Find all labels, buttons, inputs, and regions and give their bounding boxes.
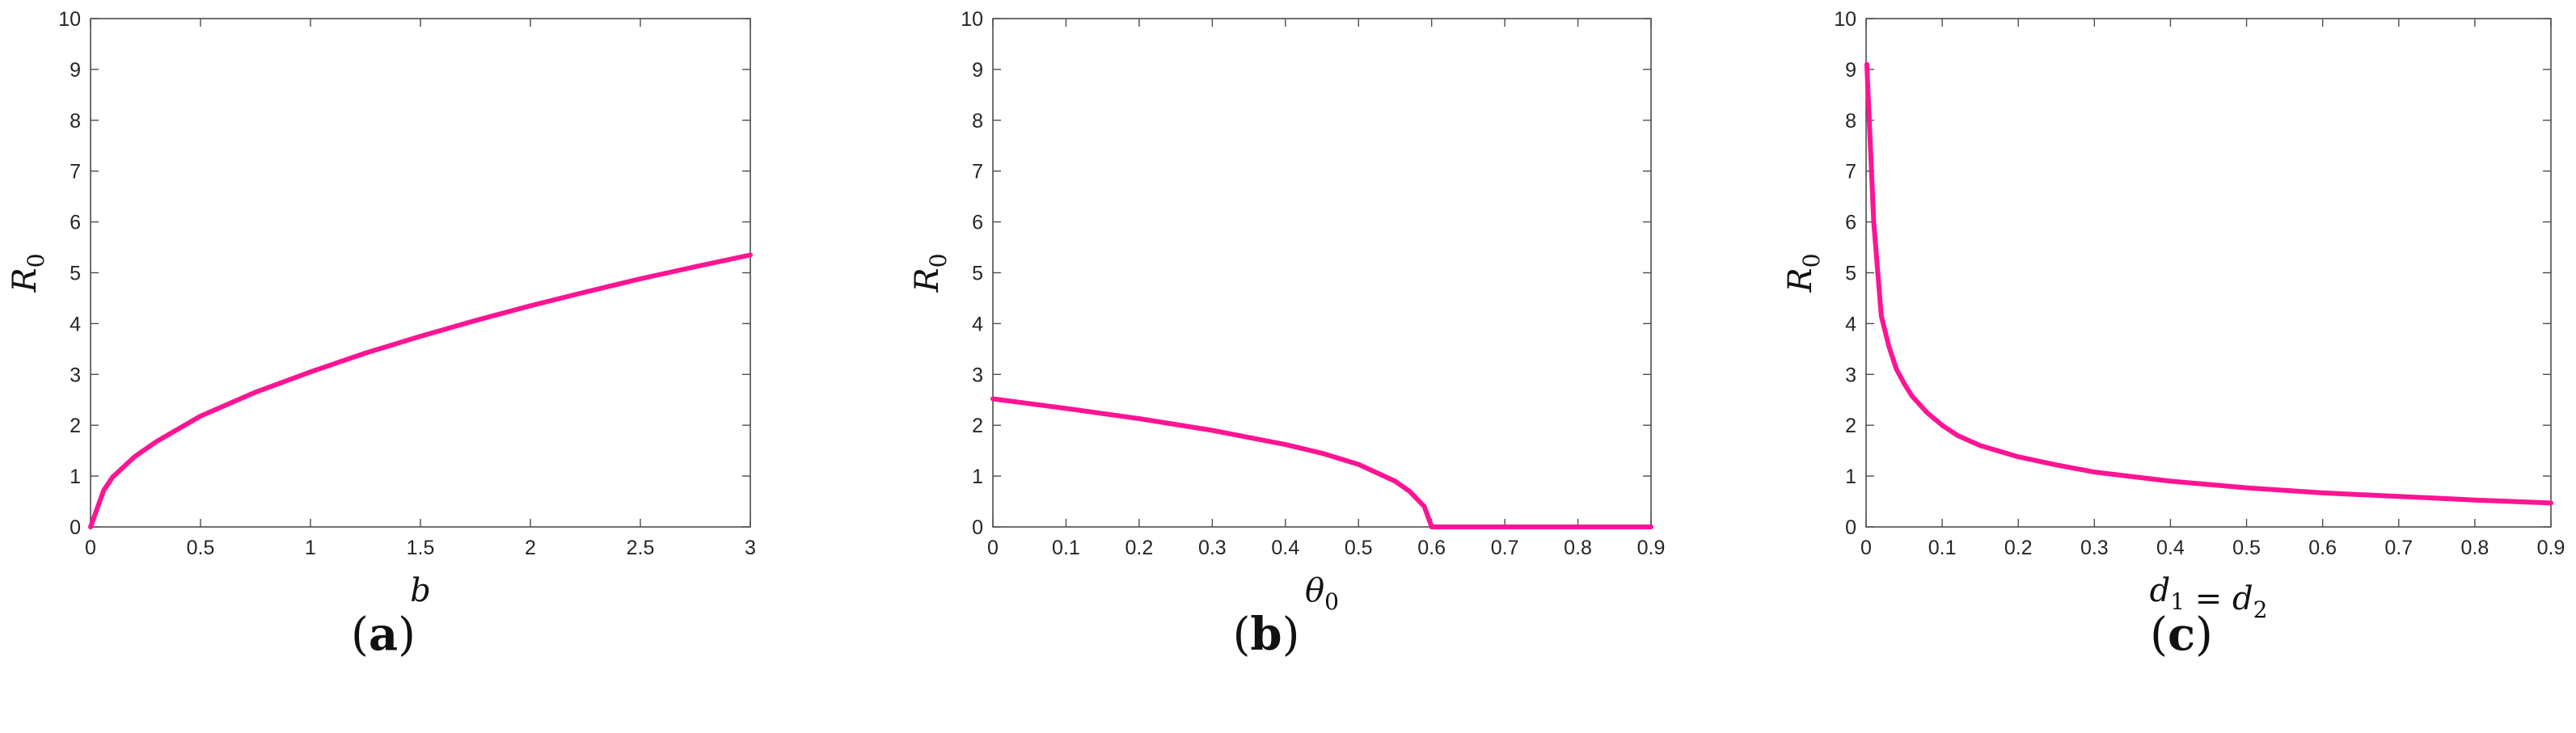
plot-frame <box>992 18 1652 528</box>
panel-a: 0 1 2 3 4 5 6 7 8 9 10 0 0.5 1 1.5 2 2.5 3 b R0 (a) <box>0 0 859 733</box>
x-tick-label: 0.7 <box>1491 537 1519 559</box>
y-tick-label: 1 <box>1845 465 1856 488</box>
panel-b: 0 1 2 3 4 5 6 7 8 9 10 0 0.1 0.2 0.3 0.4 0.5 0.6 0.7 0.8 0.9… <box>859 0 1717 733</box>
y-tick-label: 10 <box>1834 8 1856 31</box>
caption-a: (a) <box>350 608 416 661</box>
y-tick-label: 9 <box>1845 59 1856 82</box>
x-tick-label: 2 <box>525 537 536 559</box>
chart-b: 0 1 2 3 4 5 6 7 8 9 10 0 0.1 0.2 0.3 0.4 0.5 0.6 0.7 0.8 0.9… <box>909 8 1666 615</box>
series-line <box>88 252 753 529</box>
y-tick-label: 2 <box>70 415 81 437</box>
x-tick-label: 0.6 <box>2308 537 2337 559</box>
x-axis-label: θ0 <box>1305 572 1339 615</box>
x-tick-label: 0.9 <box>2537 537 2565 559</box>
x-tick-label: 0.5 <box>1345 537 1373 559</box>
x-tick-label: 0 <box>987 537 999 559</box>
y-axis-label: R0 <box>1782 254 1825 293</box>
x-axis-label: b <box>410 572 431 609</box>
y-tick-label: 2 <box>972 415 983 437</box>
y-tick-label: 6 <box>1845 212 1856 234</box>
y-tick-label: 8 <box>1845 110 1856 133</box>
x-tick-label: 0.4 <box>2156 537 2185 559</box>
y-tick-label: 5 <box>972 263 983 285</box>
x-tick-label: 0.1 <box>1928 537 1957 559</box>
x-tick-label: 1.5 <box>407 537 435 559</box>
y-tick-label: 0 <box>1845 516 1856 539</box>
x-tick-label: 0 <box>1860 537 1872 559</box>
y-tick-label: 8 <box>70 110 81 133</box>
series-line <box>1864 61 2553 506</box>
caption-letter: a <box>368 608 399 661</box>
x-tick-label: 2.5 <box>627 537 655 559</box>
y-tick-label: 0 <box>70 516 81 539</box>
y-tick-label: 0 <box>972 516 983 539</box>
x-tick-label: 0.3 <box>2080 537 2109 559</box>
y-tick-label: 4 <box>972 313 983 335</box>
y-tick-label: 7 <box>972 161 983 183</box>
y-tick-label: 3 <box>1845 364 1856 386</box>
plot-frame <box>90 18 751 528</box>
y-axis-label: R0 <box>909 254 952 293</box>
x-tick-label: 0.9 <box>1637 537 1666 559</box>
caption-letter: c <box>2167 608 2196 661</box>
caption-c: (c) <box>2150 608 2213 661</box>
y-tick-label: 10 <box>58 8 81 31</box>
x-tick-label: 0.2 <box>2004 537 2033 559</box>
y-tick-label: 4 <box>70 313 81 335</box>
y-tick-label: 7 <box>70 161 81 183</box>
y-tick-label: 1 <box>972 465 983 488</box>
y-tick-label: 9 <box>70 59 81 82</box>
x-tick-label: 1 <box>305 537 316 559</box>
y-tick-label: 5 <box>1845 263 1856 285</box>
plot-frame <box>1865 18 2552 528</box>
y-tick-label: 5 <box>70 263 81 285</box>
x-tick-label: 0.8 <box>2461 537 2489 559</box>
y-tick-label: 6 <box>972 212 983 234</box>
chart-a: 0 1 2 3 4 5 6 7 8 9 10 0 0.5 1 1.5 2 2.5 3 b R0 <box>6 8 756 609</box>
y-tick-label: 3 <box>972 364 983 386</box>
y-tick-label: 9 <box>972 59 983 82</box>
y-tick-label: 1 <box>70 465 81 488</box>
y-axis-label: R0 <box>6 254 49 293</box>
y-tick-label: 7 <box>1845 161 1856 183</box>
x-tick-label: 0.1 <box>1052 537 1080 559</box>
x-tick-label: 3 <box>745 537 756 559</box>
x-tick-label: 0.8 <box>1564 537 1592 559</box>
x-tick-label: 0 <box>85 537 96 559</box>
x-tick-label: 0.3 <box>1198 537 1227 559</box>
caption-b: (b) <box>1232 608 1300 661</box>
x-tick-label: 0.5 <box>187 537 215 559</box>
x-tick-label: 0.5 <box>2232 537 2261 559</box>
y-tick-label: 2 <box>1845 415 1856 437</box>
x-tick-label: 0.2 <box>1125 537 1154 559</box>
x-tick-label: 0.6 <box>1417 537 1446 559</box>
panel-c: 0 1 2 3 4 5 6 7 8 9 10 0 0.1 0.2 0.3 0.4 0.5 0.6 0.7 0.8 0.9… <box>1717 0 2576 733</box>
x-axis-label: d1 = d2 <box>2150 572 2268 623</box>
series-line <box>990 396 1653 529</box>
y-tick-label: 4 <box>1845 313 1856 335</box>
x-tick-label: 0.4 <box>1271 537 1299 559</box>
y-tick-label: 8 <box>972 110 983 133</box>
caption-letter: b <box>1250 608 1282 661</box>
y-tick-label: 10 <box>961 8 983 31</box>
y-tick-label: 3 <box>70 364 81 386</box>
y-tick-label: 6 <box>70 212 81 234</box>
chart-c: 0 1 2 3 4 5 6 7 8 9 10 0 0.1 0.2 0.3 0.4 0.5 0.6 0.7 0.8 0.9… <box>1782 8 2565 623</box>
x-tick-label: 0.7 <box>2384 537 2413 559</box>
